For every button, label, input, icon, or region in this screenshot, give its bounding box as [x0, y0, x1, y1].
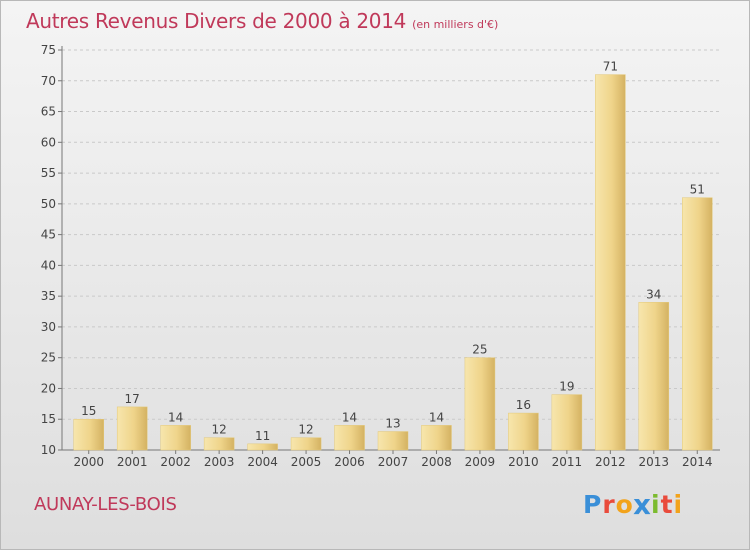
- y-tick-labels: 10 15 20 25 30 35 40 45 50 55 60 65 70 75: [41, 43, 56, 457]
- x-tick-label: 2009: [465, 455, 496, 469]
- logo-letter: o: [615, 490, 634, 519]
- y-tick-label: 15: [41, 412, 56, 426]
- x-tick-label: 2011: [552, 455, 583, 469]
- bar: [464, 357, 496, 451]
- x-tick-label: 2002: [160, 455, 191, 469]
- y-tick-label: 20: [41, 381, 56, 395]
- data-label: 16: [516, 398, 531, 412]
- bar: [203, 437, 235, 451]
- data-label: 12: [211, 423, 226, 437]
- logo-letter: i: [651, 490, 661, 519]
- bar: [595, 74, 626, 451]
- bar: [421, 425, 452, 451]
- bar: [551, 394, 583, 451]
- x-tick-label: 2008: [421, 455, 452, 469]
- data-label: 13: [385, 417, 400, 431]
- bar: [377, 431, 409, 451]
- y-tick-label: 45: [41, 228, 56, 242]
- y-tick-label: 25: [41, 351, 56, 365]
- proxiti-logo: Proxiti: [583, 488, 684, 521]
- data-label: 34: [646, 287, 661, 301]
- data-label: 71: [603, 60, 618, 74]
- x-tick-label: 2014: [682, 455, 713, 469]
- x-tick-label: 2012: [595, 455, 626, 469]
- data-label: 12: [298, 423, 313, 437]
- data-label: 14: [342, 410, 357, 424]
- bar: [682, 197, 713, 451]
- logo-letter: t: [660, 490, 674, 519]
- data-label: 14: [429, 410, 444, 424]
- y-tick-label: 10: [41, 443, 56, 457]
- x-tick-label: 2001: [117, 455, 148, 469]
- data-label: 15: [81, 404, 96, 418]
- chart-subtitle: (en milliers d'€): [412, 18, 499, 31]
- bars: [73, 74, 713, 451]
- x-tick-label: 2000: [73, 455, 104, 469]
- y-tick-label: 30: [41, 320, 56, 334]
- logo-letter: P: [583, 490, 603, 519]
- x-tick-label: 2007: [378, 455, 409, 469]
- data-label: 14: [168, 410, 183, 424]
- bar: [160, 425, 191, 451]
- y-tick-label: 65: [41, 105, 56, 119]
- x-tick-label: 2005: [291, 455, 322, 469]
- data-label: 11: [255, 429, 270, 443]
- data-label: 17: [125, 392, 140, 406]
- bar: [334, 425, 365, 451]
- x-tick-label: 2006: [334, 455, 365, 469]
- y-tick-label: 60: [41, 135, 56, 149]
- location-label: AUNAY-LES-BOIS: [34, 494, 177, 515]
- chart-title: Autres Revenus Divers de 2000 à 2014 (en …: [26, 9, 498, 33]
- x-tick-label: 2010: [508, 455, 539, 469]
- y-tick-label: 70: [41, 74, 56, 88]
- bar: [73, 418, 104, 451]
- x-tick-labels: 2000 2001 2002 2003 2004 2005 2006 2007 2008 2009…: [73, 455, 712, 469]
- logo-letter: r: [602, 490, 616, 519]
- chart-title-text: Autres Revenus Divers de 2000 à 2014: [26, 9, 407, 33]
- x-tick-label: 2004: [247, 455, 278, 469]
- data-label: 25: [472, 343, 487, 357]
- y-tick-label: 35: [41, 289, 56, 303]
- bar: [508, 412, 539, 451]
- data-label: 51: [690, 183, 705, 197]
- y-tick-label: 50: [41, 197, 56, 211]
- bar: [290, 437, 322, 451]
- bar: [638, 302, 670, 451]
- logo-letter: i: [673, 490, 684, 519]
- y-tick-label: 55: [41, 166, 56, 180]
- data-labels: 15 17 14 12 11 12 14 13 14 25 16 19 71 34 51: [81, 60, 705, 443]
- y-tick-label: 75: [41, 43, 56, 57]
- logo-letter: x: [633, 488, 652, 521]
- bar: [247, 443, 278, 451]
- x-tick-label: 2003: [204, 455, 235, 469]
- x-tick-label: 2013: [639, 455, 670, 469]
- bar: [116, 406, 148, 451]
- y-tick-label: 40: [41, 258, 56, 272]
- data-label: 19: [559, 380, 574, 394]
